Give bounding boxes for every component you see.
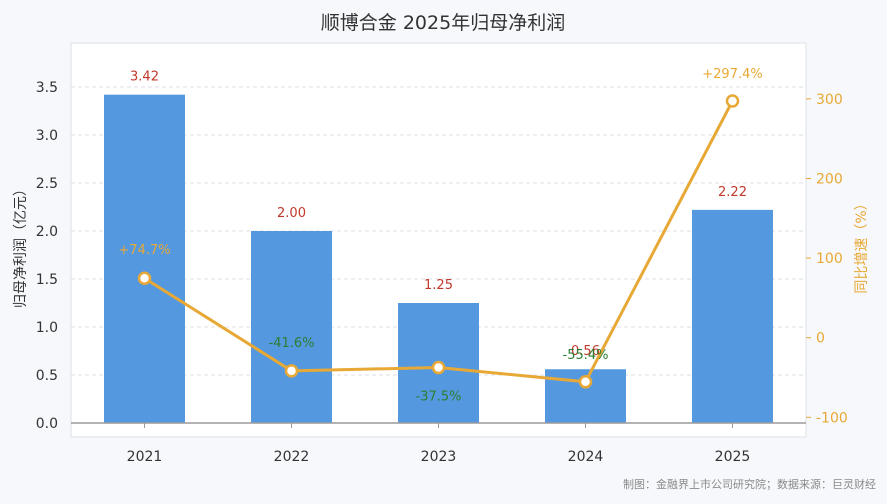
bar-value-labels: 3.42 2.00 1.25 0.56 2.22 bbox=[130, 70, 747, 360]
bar bbox=[104, 94, 185, 424]
bar-value-label: 1.25 bbox=[424, 278, 453, 293]
x-tick-label: 2021 bbox=[127, 449, 163, 465]
x-tick-label: 2024 bbox=[568, 449, 604, 465]
y-left-tick-label: 0.0 bbox=[36, 416, 58, 432]
growth-point bbox=[284, 364, 299, 378]
y-axis-right-title: 同比增速（%） bbox=[854, 196, 870, 293]
y-left-tick-label: 2.0 bbox=[36, 224, 58, 240]
bar bbox=[692, 209, 773, 423]
chart-title: 顺博合金 2025年归母净利润 bbox=[321, 12, 565, 34]
y-right-tick-label: -100 bbox=[816, 410, 848, 426]
growth-point bbox=[578, 375, 593, 389]
growth-value-label: +297.4% bbox=[702, 67, 762, 82]
growth-point bbox=[431, 360, 446, 375]
bar-value-label: 3.42 bbox=[130, 70, 159, 85]
growth-line-series bbox=[137, 94, 740, 389]
growth-point bbox=[725, 94, 740, 108]
x-tick-label: 2025 bbox=[715, 449, 751, 465]
growth-value-label: -41.6% bbox=[269, 336, 315, 351]
bar bbox=[251, 231, 332, 423]
x-tick-label: 2022 bbox=[274, 449, 310, 465]
y-left-tick-label: 2.5 bbox=[36, 176, 58, 192]
source-note: 制图：金融界上市公司研究院；数据来源：巨灵财经 bbox=[623, 477, 876, 491]
bar-value-label: 2.00 bbox=[277, 206, 306, 221]
growth-point bbox=[137, 271, 152, 285]
gridlines bbox=[71, 86, 806, 376]
y-axis-left: 0.0 0.5 1.0 1.5 2.0 2.5 3.0 3.5 bbox=[36, 80, 58, 432]
y-left-tick-label: 1.5 bbox=[36, 272, 58, 288]
growth-value-label: -55.4% bbox=[563, 348, 609, 363]
y-axis-right: -100 0 100 200 300 bbox=[806, 92, 848, 426]
x-tick-label: 2023 bbox=[421, 449, 457, 465]
y-right-tick-label: 0 bbox=[816, 331, 825, 347]
y-left-tick-label: 3.0 bbox=[36, 128, 58, 144]
y-right-tick-label: 300 bbox=[816, 92, 843, 108]
bar-value-label: 2.22 bbox=[718, 185, 747, 200]
y-left-tick-label: 0.5 bbox=[36, 368, 58, 384]
bar-value-label: 0.56 bbox=[571, 344, 600, 359]
growth-value-label: +74.7% bbox=[118, 243, 170, 258]
growth-value-label: -37.5% bbox=[416, 390, 462, 405]
y-right-tick-label: 100 bbox=[816, 251, 843, 267]
y-left-tick-label: 1.0 bbox=[36, 320, 58, 336]
growth-value-labels: +74.7% -41.6% -37.5% -55.4% +297.4% bbox=[118, 67, 762, 405]
x-axis: 2021 2022 2023 2024 2025 bbox=[127, 423, 751, 465]
y-axis-left-title: 归母净利润（亿元） bbox=[12, 182, 29, 308]
y-left-tick-label: 3.5 bbox=[36, 80, 58, 96]
y-right-tick-label: 200 bbox=[816, 172, 843, 188]
